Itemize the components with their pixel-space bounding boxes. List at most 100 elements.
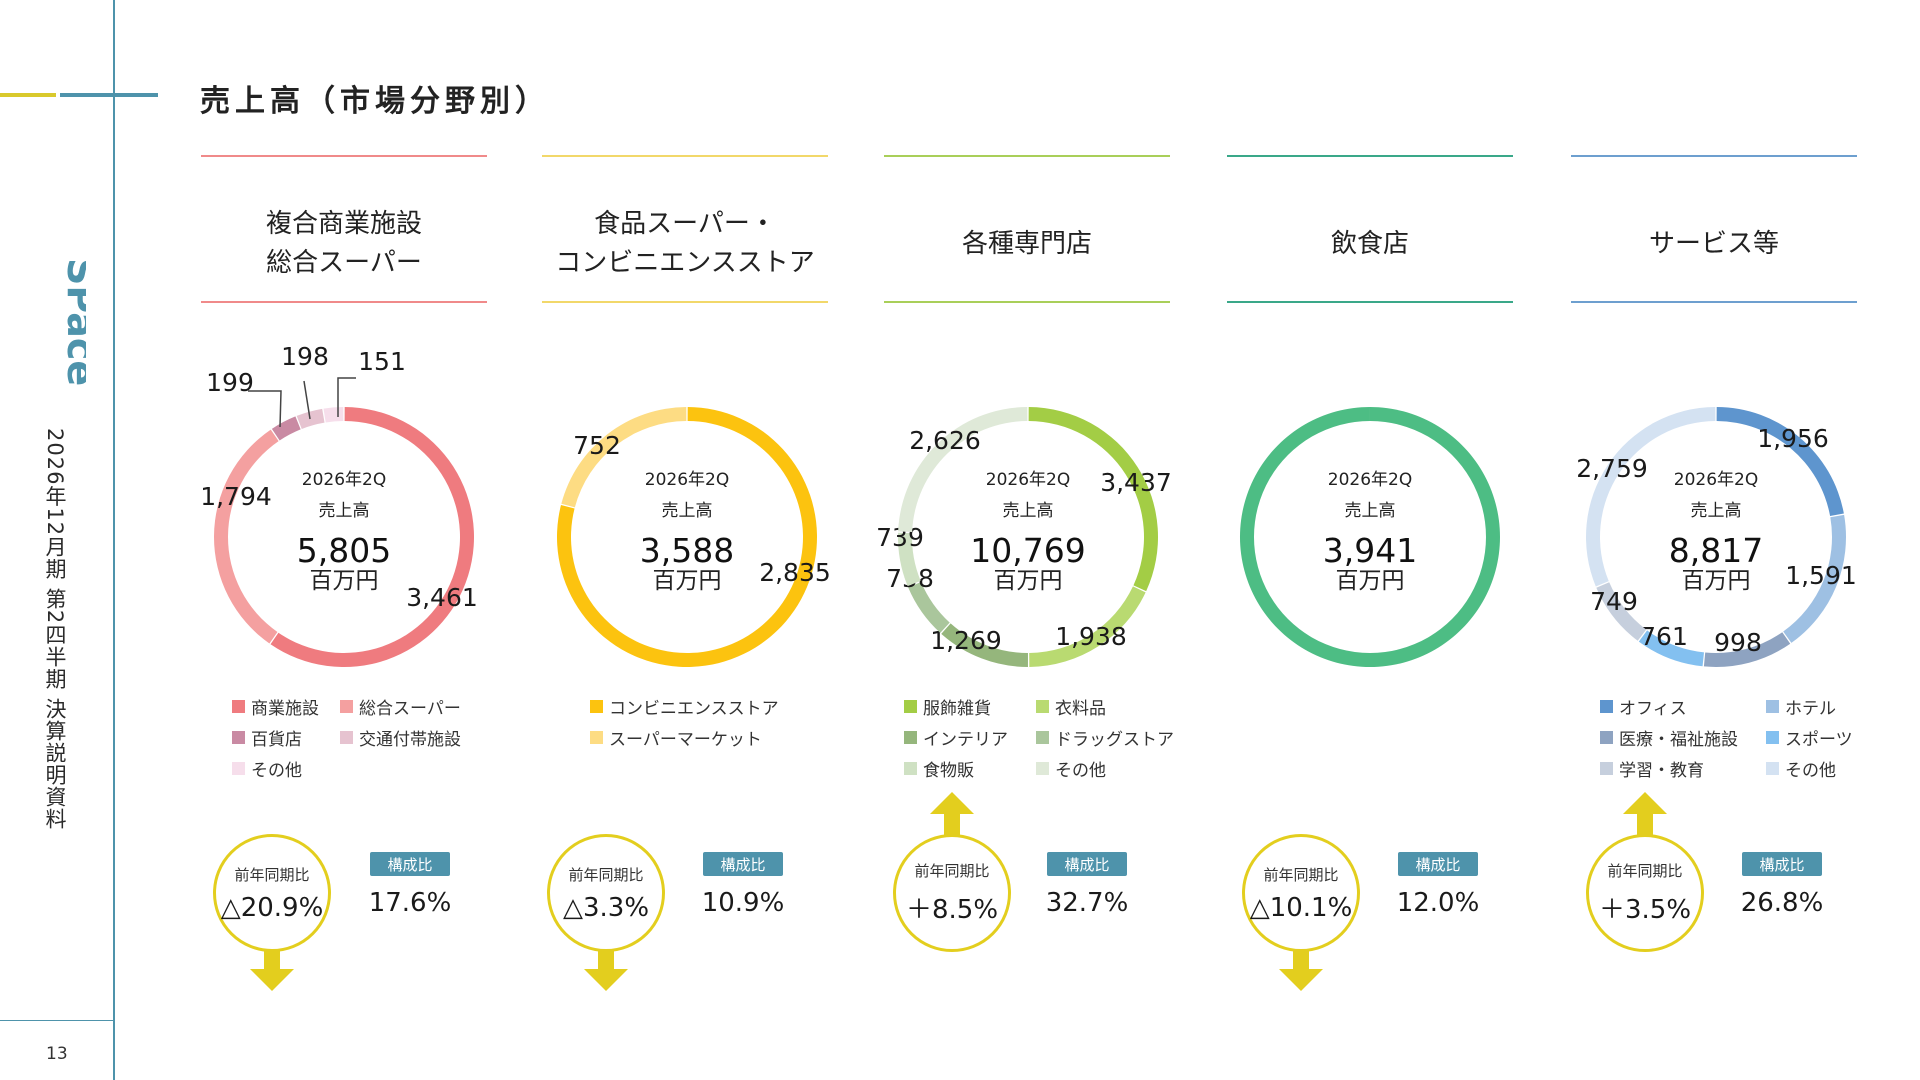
category-title: 食品スーパー・コンビニエンスストア	[542, 184, 828, 304]
header-rule-bottom	[1227, 301, 1513, 303]
yoy-label: 前年同期比	[1607, 862, 1683, 880]
arrow-down-stem	[598, 948, 614, 970]
category-title-line: 食品スーパー・	[594, 209, 776, 239]
sidebar: SPace 2026年12月期 第2四半期 決算説明資料 13	[0, 0, 158, 1080]
arrow-down-stem	[1293, 948, 1309, 970]
center-total: 8,817	[1669, 531, 1763, 570]
accent-bar-yellow	[0, 93, 56, 97]
legend-label: ドラッグストア	[1055, 730, 1174, 750]
donut-slice	[1783, 514, 1846, 643]
donut-slice	[1029, 586, 1146, 667]
center-unit: 百万円	[310, 568, 379, 594]
legend-label: スーパーマーケット	[609, 730, 762, 750]
slice-value-label: 1,591	[1785, 561, 1857, 590]
legend-swatch	[1766, 762, 1779, 775]
legend-label: その他	[1785, 761, 1836, 781]
svg-text:SPace: SPace	[59, 258, 86, 386]
center-period: 2026年2Q	[986, 470, 1070, 490]
legend-item: その他	[1766, 756, 1853, 781]
donut-slice	[1596, 582, 1647, 641]
legend-swatch	[1036, 762, 1049, 775]
legend-swatch	[232, 731, 245, 744]
donut-slice	[1716, 407, 1844, 517]
slice-value-label: 3,437	[1100, 468, 1172, 497]
arrow-down-stem	[264, 948, 280, 970]
header-rule-top	[542, 155, 828, 157]
header-rule-bottom	[884, 301, 1170, 303]
center-total: 5,805	[297, 531, 391, 570]
legend-item: オフィス	[1600, 694, 1760, 719]
center-total: 3,941	[1323, 531, 1417, 570]
center-label: 売上高	[662, 501, 713, 521]
center-total: 3,588	[640, 531, 734, 570]
yoy-value: △20.9%	[220, 892, 324, 923]
yoy-value: △3.3%	[562, 892, 650, 923]
legend-item: 医療・福祉施設	[1600, 725, 1760, 750]
center-period: 2026年2Q	[1328, 470, 1412, 490]
legend-label: 総合スーパー	[359, 699, 461, 719]
legend-label: 百貨店	[251, 730, 302, 750]
header-rule-bottom	[201, 301, 487, 303]
legend-label: コンビニエンスストア	[609, 699, 779, 719]
slice-value-label: 761	[1640, 622, 1688, 651]
slice-value-label: 1,956	[1757, 424, 1829, 453]
yoy-label: 前年同期比	[1263, 865, 1339, 884]
yoy-circle: 前年同期比 ＋8.5%	[893, 834, 1011, 952]
legend-label: 学習・教育	[1619, 761, 1704, 781]
category-title-line: コンビニエンスストア	[555, 248, 815, 278]
yoy-value: △10.1%	[1249, 892, 1353, 923]
center-unit: 百万円	[1336, 568, 1405, 594]
slice-value-label: 749	[1590, 587, 1638, 616]
legend-item: スーパーマーケット	[590, 725, 779, 750]
chart-legend: 服飾雑貨 衣料品 インテリア ドラッグストア 食物販 その他	[904, 694, 1174, 781]
center-unit: 百万円	[1682, 568, 1751, 594]
legend-item: ドラッグストア	[1036, 725, 1174, 750]
legend-swatch	[1600, 762, 1613, 775]
yoy-label: 前年同期比	[234, 865, 310, 884]
slice-value-label: 198	[281, 342, 329, 371]
yoy-value: ＋8.5%	[905, 895, 999, 925]
legend-item: 衣料品	[1036, 694, 1174, 719]
accent-bar-blue	[60, 93, 158, 97]
legend-item: スポーツ	[1766, 725, 1853, 750]
legend-swatch	[232, 762, 245, 775]
slice-value-label: 1,794	[200, 482, 272, 511]
donut-slice	[270, 407, 474, 667]
header-rule-top	[201, 155, 487, 157]
composition-badge: 構成比	[1742, 852, 1822, 876]
center-period: 2026年2Q	[1674, 470, 1758, 490]
slice-value-label: 1,938	[1055, 622, 1127, 651]
legend-swatch	[1766, 731, 1779, 744]
legend-swatch	[590, 700, 603, 713]
document-title: 2026年12月期 第2四半期 決算説明資料	[43, 428, 67, 830]
slice-value-label: 151	[358, 347, 406, 376]
category-title-line: 複合商業施設	[265, 209, 422, 239]
center-period: 2026年2Q	[302, 470, 386, 490]
chart-legend: 商業施設 総合スーパー 百貨店 交通付帯施設 その他	[232, 694, 461, 781]
center-unit: 百万円	[994, 568, 1063, 594]
legend-label: 食物販	[923, 761, 974, 781]
center-period: 2026年2Q	[645, 470, 729, 490]
legend-swatch	[904, 731, 917, 744]
page-title: 売上高（市場分野別）	[200, 84, 550, 119]
chart-legend: オフィス ホテル 医療・福祉施設 スポーツ 学習・教育 その他	[1600, 694, 1853, 781]
legend-item: インテリア	[904, 725, 1030, 750]
legend-item: 百貨店	[232, 725, 334, 750]
legend-swatch	[1600, 700, 1613, 713]
slice-value-label: 2,759	[1576, 454, 1648, 483]
footer-rule	[0, 1020, 114, 1021]
composition-value: 10.9%	[701, 888, 785, 918]
arrow-down-icon	[1279, 969, 1323, 991]
category-title-line: 総合スーパー	[266, 248, 422, 278]
space-logo: SPace	[59, 258, 86, 386]
yoy-label: 前年同期比	[914, 862, 990, 880]
legend-label: 服飾雑貨	[923, 699, 991, 719]
legend-item: 商業施設	[232, 694, 334, 719]
header-rule-top	[884, 155, 1170, 157]
legend-label: インテリア	[923, 730, 1008, 750]
legend-label: その他	[251, 761, 302, 781]
legend-label: オフィス	[1619, 699, 1687, 719]
yoy-circle: 前年同期比 △20.9%	[213, 834, 331, 952]
legend-item: コンビニエンスストア	[590, 694, 779, 719]
arrow-up-icon	[1623, 792, 1667, 814]
